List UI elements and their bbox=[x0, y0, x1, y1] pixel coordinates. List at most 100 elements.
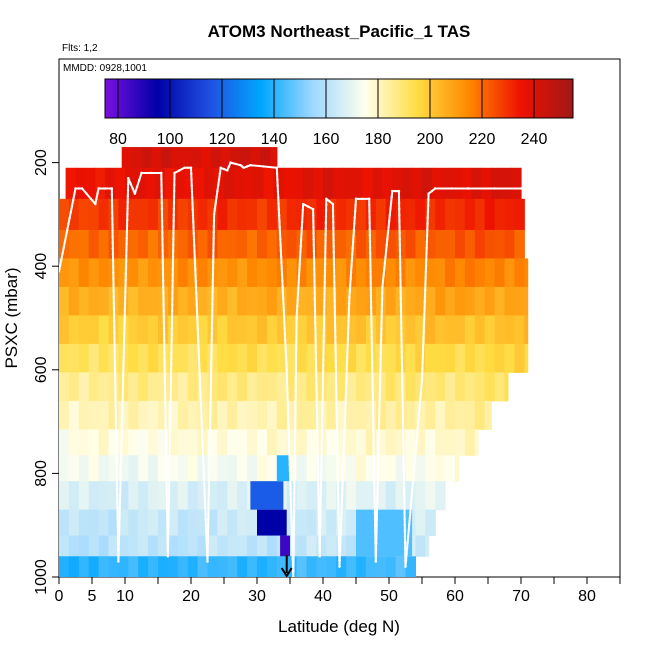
flight-track-point bbox=[293, 485, 296, 488]
heatmap-cell bbox=[415, 258, 426, 288]
heatmap-cell bbox=[98, 229, 110, 259]
flight-track-point bbox=[346, 331, 350, 335]
flight-track-point bbox=[283, 321, 286, 324]
heatmap-cell bbox=[227, 198, 238, 231]
heatmap-cell bbox=[293, 167, 304, 200]
flight-track-point bbox=[207, 482, 211, 485]
flight-track-point bbox=[234, 162, 237, 166]
heatmap-cell bbox=[501, 167, 512, 200]
flight-track-point bbox=[381, 279, 385, 283]
heatmap-cell bbox=[266, 258, 278, 288]
flight-track-point bbox=[211, 290, 214, 294]
arrow-marker bbox=[280, 555, 293, 578]
colorbar-gradient bbox=[104, 78, 574, 119]
flight-track-point bbox=[379, 375, 382, 378]
heatmap-cell bbox=[431, 167, 443, 200]
heatmap-cell bbox=[471, 167, 482, 200]
flight-track-point bbox=[398, 261, 402, 264]
flight-track-point bbox=[169, 369, 173, 372]
x-tick-label: 70 bbox=[512, 588, 530, 605]
heatmap-cell bbox=[158, 372, 169, 402]
flight-track-point bbox=[425, 240, 429, 244]
heatmap-cell bbox=[270, 147, 278, 169]
flight-track-point bbox=[321, 412, 324, 415]
flight-track-point bbox=[219, 166, 222, 169]
flight-track-point bbox=[211, 273, 215, 276]
flight-track-point bbox=[339, 535, 342, 538]
heatmap-cell bbox=[257, 229, 268, 259]
heatmap-cell bbox=[207, 400, 218, 430]
flight-track-point bbox=[164, 429, 167, 432]
heatmap-cell bbox=[286, 229, 298, 259]
flight-track-point bbox=[202, 470, 205, 474]
heatmap-cell bbox=[375, 198, 387, 231]
heatmap-cell bbox=[514, 343, 525, 373]
flight-track-point bbox=[292, 557, 295, 561]
flight-track-point bbox=[190, 178, 193, 181]
heatmap-cell bbox=[85, 167, 96, 200]
flight-track-point bbox=[293, 479, 296, 482]
heatmap-cell bbox=[237, 509, 248, 537]
heatmap-cell bbox=[177, 198, 189, 231]
heatmap-cell bbox=[415, 343, 426, 373]
flight-track-point bbox=[372, 469, 376, 473]
flight-track-point bbox=[385, 243, 388, 247]
flight-track-point bbox=[279, 249, 283, 253]
flight-track-point bbox=[377, 446, 380, 450]
heatmap-cell bbox=[415, 315, 426, 345]
flight-track-point bbox=[369, 288, 373, 291]
flight-track-point bbox=[165, 483, 168, 486]
flight-track-point bbox=[110, 187, 114, 190]
flight-track-point bbox=[292, 527, 296, 531]
flight-track-point bbox=[201, 452, 205, 456]
heatmap-cell bbox=[197, 315, 209, 345]
flight-track-point bbox=[338, 553, 342, 556]
flight-track-point bbox=[115, 445, 118, 449]
heatmap-cell bbox=[346, 429, 357, 456]
heatmap-cell bbox=[177, 481, 189, 511]
heatmap-cell bbox=[425, 481, 436, 511]
flight-track-point bbox=[194, 267, 197, 271]
flight-track-point bbox=[194, 285, 198, 289]
heatmap-cell bbox=[148, 286, 159, 316]
flight-track-point bbox=[200, 429, 204, 432]
flight-track-point bbox=[319, 495, 322, 498]
heatmap-cell bbox=[158, 455, 169, 482]
heatmap-cell bbox=[464, 198, 476, 231]
flight-track-point bbox=[352, 228, 356, 231]
heatmap-cell bbox=[187, 429, 199, 456]
flight-track-point bbox=[287, 415, 290, 419]
heatmap-cell bbox=[504, 198, 515, 231]
heatmap-cell bbox=[435, 343, 446, 373]
flight-track-point bbox=[345, 379, 348, 383]
flight-track-point bbox=[119, 476, 122, 479]
heatmap-cell bbox=[326, 343, 337, 373]
flight-track-point bbox=[249, 163, 252, 167]
heatmap-cell bbox=[217, 481, 228, 511]
flight-track-point bbox=[190, 184, 193, 187]
heatmap-cell bbox=[425, 286, 436, 316]
flight-track-point bbox=[85, 192, 88, 195]
flight-track-point bbox=[282, 297, 285, 300]
flight-track-point bbox=[373, 487, 376, 491]
flight-track-point bbox=[398, 249, 402, 252]
flight-track-point bbox=[316, 459, 320, 462]
heatmap-cell bbox=[286, 315, 298, 345]
heatmap-cell bbox=[184, 167, 195, 200]
flight-track-point bbox=[306, 205, 310, 208]
flight-track-point bbox=[337, 523, 340, 526]
heatmap-cell bbox=[356, 372, 367, 402]
heatmap-cell bbox=[187, 535, 199, 557]
flight-track-point bbox=[282, 303, 285, 306]
heatmap-cell bbox=[286, 343, 298, 373]
flight-track-point bbox=[166, 555, 170, 558]
flight-track-point bbox=[172, 231, 175, 235]
flight-track-point bbox=[372, 439, 375, 442]
flight-track-point bbox=[294, 383, 297, 386]
flight-track-point bbox=[290, 522, 293, 525]
flight-track-point bbox=[210, 320, 214, 324]
heatmap-cell bbox=[484, 198, 496, 231]
heatmap-cold-patch bbox=[276, 455, 290, 482]
heatmap-cell bbox=[395, 372, 407, 402]
